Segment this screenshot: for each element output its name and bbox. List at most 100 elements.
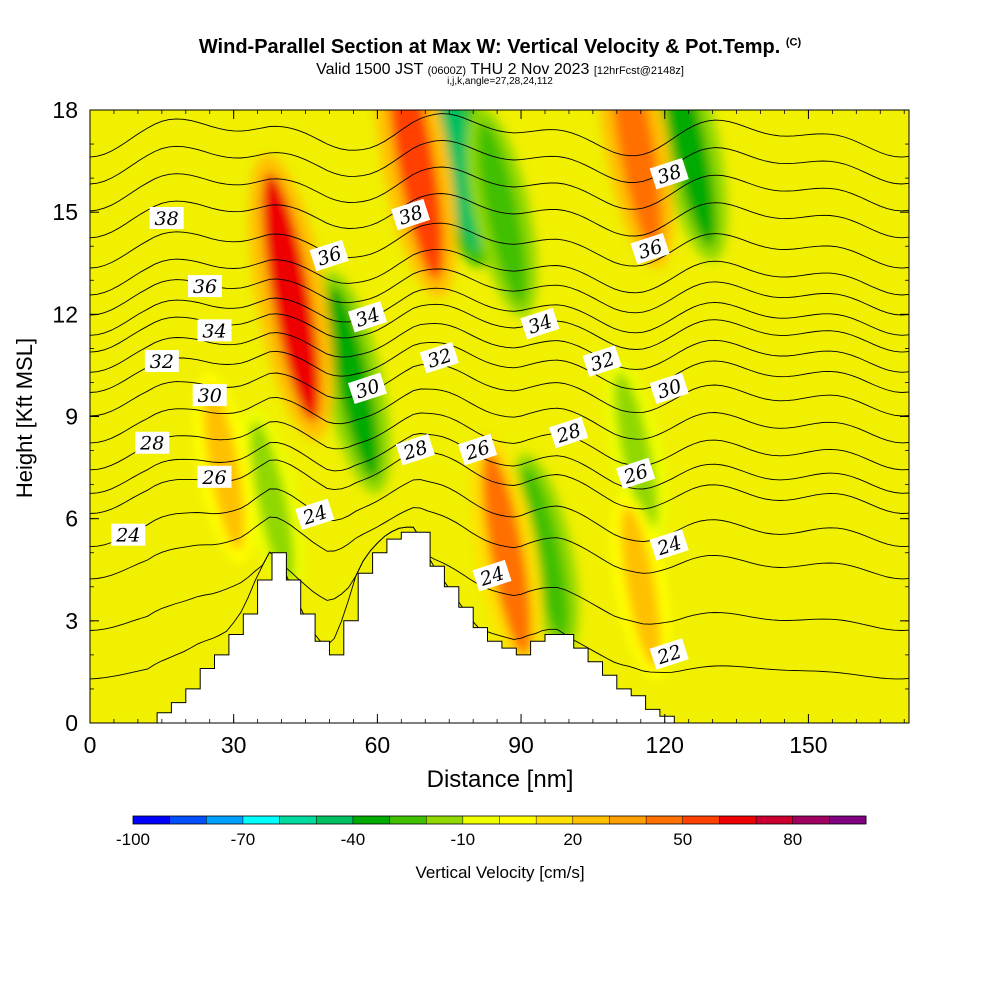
chart-title-text: Wind-Parallel Section at Max W: Vertical… xyxy=(198,36,781,58)
contour-label-text: 24 xyxy=(115,525,140,547)
colorbar-swatch xyxy=(499,816,537,824)
isentrope-31 xyxy=(90,341,909,393)
colorbar-swatch xyxy=(279,816,317,824)
colorbar-swatch xyxy=(352,816,391,824)
downdraft-core xyxy=(661,110,716,246)
colorbar-swatch xyxy=(572,816,610,824)
colorbar-swatch xyxy=(829,816,867,824)
colorbar: -100 -70 -40 -10 20 50 80 xyxy=(116,815,867,849)
colorbar-swatch xyxy=(389,816,427,824)
colorbar-swatch xyxy=(316,816,354,824)
x-tick-label: 120 xyxy=(646,732,684,758)
colorbar-swatch xyxy=(756,816,794,824)
isentrope-35 xyxy=(90,268,909,316)
valid-utc: (0600Z) xyxy=(427,65,467,77)
downdraft-core xyxy=(521,467,569,639)
contour-label: 38 xyxy=(149,206,184,230)
contour-label-layer: 3836343230282624243634302838322624342832… xyxy=(111,158,689,670)
isentrope-29 xyxy=(90,388,909,444)
updraft-core xyxy=(620,505,661,668)
y-tick-label: 15 xyxy=(52,199,78,225)
x-tick-label: 150 xyxy=(789,732,827,758)
colorbar-tick-label: 50 xyxy=(673,830,692,849)
copyright-mark: (C) xyxy=(785,36,802,49)
isentrope-38 xyxy=(90,193,909,239)
isentrope-40 xyxy=(90,139,909,185)
updraft-core xyxy=(610,110,662,252)
contour-label-text: 36 xyxy=(193,276,217,298)
colorbar-swatch xyxy=(792,816,830,824)
isentrope-39 xyxy=(90,166,909,212)
contour-label: 30 xyxy=(192,384,227,407)
y-tick-label: 6 xyxy=(65,506,78,532)
terrain-layer xyxy=(90,531,909,724)
contour-label-text: 38 xyxy=(155,208,179,230)
contour-label-text: 28 xyxy=(139,433,164,455)
downdraft-core xyxy=(425,110,483,252)
y-axis-label: Height [Kft MSL] xyxy=(12,337,37,499)
contour-label: 34 xyxy=(197,319,232,342)
isentrope-32 xyxy=(90,322,909,373)
isentrope-lines xyxy=(90,113,909,680)
colorbar-swatch xyxy=(242,816,281,824)
contour-label: 36 xyxy=(187,275,222,298)
colorbar-swatch xyxy=(536,816,574,824)
chart-title: Wind-Parallel Section at Max W: Vertical… xyxy=(0,36,1000,59)
isentrope-23 xyxy=(90,526,909,631)
forecast-info: [12hrFcst@2148z] xyxy=(593,65,684,77)
colorbar-tick-label: -100 xyxy=(116,830,150,849)
isentrope-28 xyxy=(90,412,909,471)
isentrope-24 xyxy=(90,507,909,580)
contour-label: 28 xyxy=(135,431,170,455)
isentrope-36 xyxy=(90,248,909,296)
isentrope-27 xyxy=(90,433,909,494)
valid-date: THU 2 Nov 2023 xyxy=(470,61,590,78)
contour-label: 32 xyxy=(144,350,179,373)
valid-prefix: Valid 1500 JST xyxy=(316,61,424,78)
contour-label-text: 34 xyxy=(202,320,226,342)
updraft-core xyxy=(387,110,444,280)
valid-time-line: Valid 1500 JST (0600Z) THU 2 Nov 2023 [1… xyxy=(0,61,1000,79)
colorbar-swatch xyxy=(719,816,757,824)
updraft-core xyxy=(262,173,321,422)
colorbar-swatch xyxy=(169,816,207,824)
y-tick-label: 3 xyxy=(65,608,78,634)
y-tick-label: 9 xyxy=(65,404,78,430)
contour-label: 26 xyxy=(197,465,232,489)
colorbar-label: Vertical Velocity [cm/s] xyxy=(415,863,585,882)
colorbar-tick-label: 80 xyxy=(783,830,802,849)
velocity-field xyxy=(193,110,728,680)
terrain xyxy=(90,531,909,724)
x-tick-label: 30 xyxy=(221,732,247,758)
updraft-core xyxy=(482,450,532,656)
x-tick-label: 90 xyxy=(508,732,534,758)
index-line: i,j,k,angle=27,28,24,112 xyxy=(447,76,553,87)
colorbar-swatch xyxy=(206,816,244,824)
colorbar-swatch xyxy=(133,816,171,824)
y-tick-label: 18 xyxy=(52,97,78,123)
colorbar-swatch xyxy=(682,816,720,824)
downdraft-core xyxy=(249,421,295,582)
contour-label-text: 32 xyxy=(150,351,174,373)
y-tick-label: 12 xyxy=(52,301,78,327)
x-tick-label: 0 xyxy=(84,732,97,758)
isentrope-25 xyxy=(90,479,909,548)
contour-label: 24 xyxy=(472,559,512,592)
isentrope-37 xyxy=(90,222,909,269)
isentrope-34 xyxy=(90,287,909,336)
colorbar-tick-label: 20 xyxy=(563,830,582,849)
colorbar-tick-label: -40 xyxy=(341,830,366,849)
contour-label-text: 26 xyxy=(201,467,226,489)
y-tick-label: 0 xyxy=(65,710,78,736)
colorbar-swatch xyxy=(646,816,684,824)
contour-label: 24 xyxy=(111,523,146,547)
colorbar-swatch xyxy=(462,816,500,824)
isentrope-41 xyxy=(90,113,909,158)
contour-label-text: 30 xyxy=(198,385,222,407)
isentrope-22 xyxy=(90,526,909,680)
colorbar-tick-label: -10 xyxy=(451,830,476,849)
x-axis-label: Distance [nm] xyxy=(426,766,574,793)
colorbar-swatch xyxy=(426,816,464,824)
